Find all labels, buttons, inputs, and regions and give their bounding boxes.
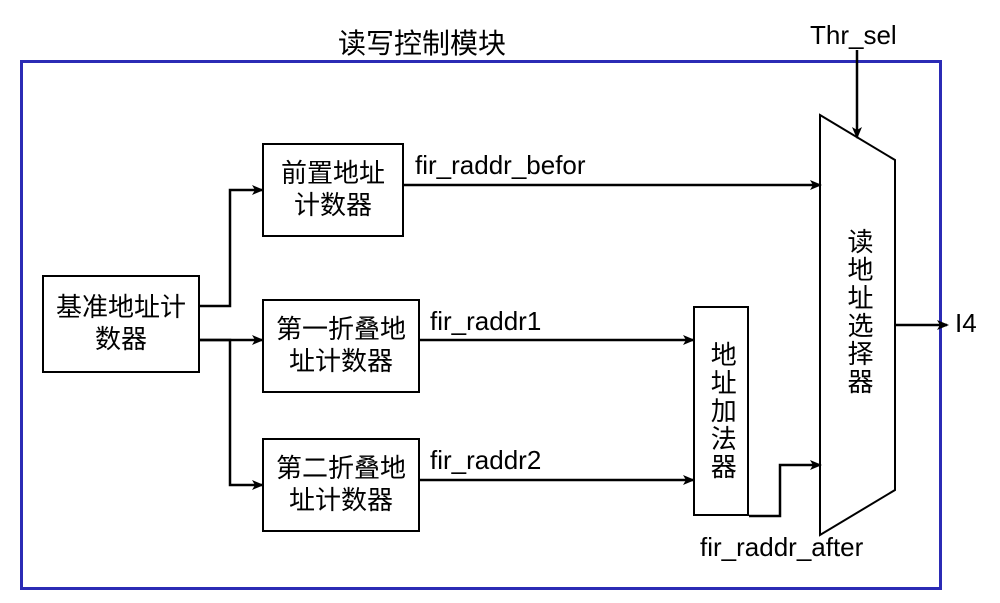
signal-fir-raddr1: fir_raddr1 <box>430 306 541 337</box>
diagram-canvas: 读写控制模块 基准地址计数器 前置地址计数器 第一折叠地址计数器 第二折叠地址计… <box>0 0 1000 603</box>
block-label: 第一折叠地址计数器 <box>276 314 406 379</box>
block-fold1-counter: 第一折叠地址计数器 <box>262 299 420 393</box>
block-label: 第二折叠地址计数器 <box>276 453 406 518</box>
signal-fir-raddr-after: fir_raddr_after <box>700 532 863 563</box>
block-base-counter: 基准地址计数器 <box>42 275 200 373</box>
block-label: 前置地址计数器 <box>281 158 385 223</box>
block-label: 基准地址计数器 <box>56 292 186 357</box>
module-title: 读写控制模块 <box>338 22 506 62</box>
mux-label: 读地址选择器 <box>840 228 877 396</box>
signal-i4: I4 <box>955 308 977 339</box>
signal-fir-raddr-befor: fir_raddr_befor <box>415 150 586 181</box>
block-label: 地址加法器 <box>705 341 738 481</box>
block-addr-adder: 地址加法器 <box>693 306 749 516</box>
signal-thr-sel: Thr_sel <box>810 20 897 51</box>
block-pre-counter: 前置地址计数器 <box>262 143 404 237</box>
block-fold2-counter: 第二折叠地址计数器 <box>262 438 420 532</box>
signal-fir-raddr2: fir_raddr2 <box>430 445 541 476</box>
